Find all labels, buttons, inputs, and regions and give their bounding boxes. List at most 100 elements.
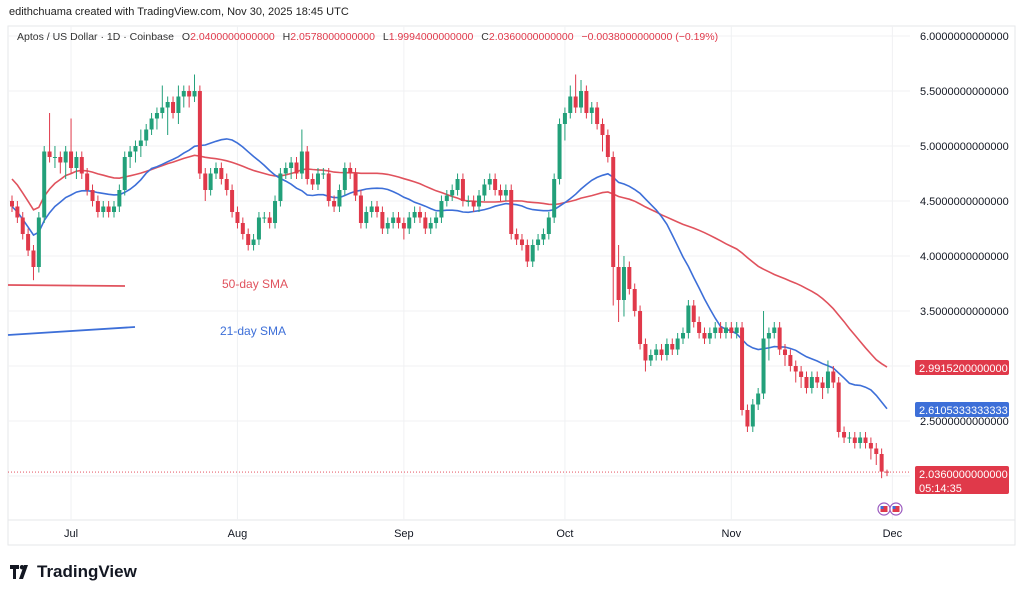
- candle-body: [219, 168, 224, 179]
- tradingview-logo[interactable]: TradingView: [10, 562, 137, 582]
- change-value: −0.0038000000000 (−0.19%): [581, 31, 719, 43]
- candle-body: [621, 267, 626, 300]
- candle-body: [815, 377, 820, 383]
- candle-body: [197, 91, 202, 174]
- sma21-annotation: 21-day SMA: [220, 324, 287, 338]
- candle-body: [133, 146, 138, 152]
- candle-body: [627, 267, 632, 289]
- candle-body: [638, 311, 643, 344]
- candle-body: [391, 217, 396, 223]
- candle-body: [251, 239, 256, 245]
- candle-body: [557, 124, 562, 179]
- candle-body: [385, 223, 390, 229]
- candle-body: [766, 333, 771, 339]
- sma21-price-tag-text: 2.6105333333333: [919, 405, 1008, 417]
- candle-body: [799, 371, 804, 377]
- candle-body: [117, 190, 122, 207]
- candle-body: [181, 91, 186, 97]
- candle-body: [809, 377, 814, 388]
- candle-body: [750, 404, 755, 427]
- candle-body: [337, 190, 342, 207]
- candle-body: [858, 437, 863, 443]
- candle-body: [90, 190, 95, 201]
- candle-body: [26, 234, 31, 251]
- candle-body: [643, 344, 648, 361]
- candle-body: [294, 162, 299, 174]
- candle-body: [541, 234, 546, 240]
- candle-body: [546, 217, 551, 234]
- candle-body: [58, 157, 63, 163]
- candle-body: [595, 107, 600, 124]
- candle-body: [761, 338, 766, 394]
- candle-body: [85, 173, 90, 190]
- sma50-line: [11, 154, 888, 368]
- candle-body: [713, 327, 718, 333]
- sma50-annotation-line: [7, 284, 126, 287]
- candle-body: [820, 382, 825, 388]
- candle-body: [332, 201, 337, 207]
- candle-body: [788, 355, 793, 366]
- candle-body: [321, 173, 326, 175]
- chart-credit: edithchuama created with TradingView.com…: [9, 6, 349, 18]
- candle-body: [562, 113, 567, 124]
- tradingview-logo-icon: [10, 565, 28, 579]
- candle-body: [675, 338, 680, 350]
- candle-body: [401, 223, 406, 229]
- candle-body: [525, 245, 530, 262]
- tradingview-logo-text: TradingView: [37, 562, 137, 581]
- candle-body: [681, 333, 686, 339]
- candle-body: [482, 184, 487, 196]
- candle-body: [31, 250, 36, 267]
- candle-body: [375, 206, 380, 212]
- price-tick-label: 3.5000000000000: [920, 306, 1009, 318]
- last-price-tag-text: 05:14:35: [919, 483, 962, 495]
- candle-body: [342, 168, 347, 190]
- candle-body: [63, 151, 68, 163]
- symbol-name: Aptos / US Dollar · 1D · Coinbase: [17, 31, 174, 43]
- candle-body: [879, 454, 884, 472]
- sma50-price-tag-bg: [915, 360, 1009, 375]
- candle-body: [36, 217, 41, 267]
- candle-body: [616, 267, 621, 300]
- candle-body: [289, 162, 294, 168]
- sma50-annotation: 50-day SMA: [222, 277, 289, 291]
- symbol-legend: Aptos / US Dollar · 1D · Coinbase O2.040…: [17, 31, 718, 43]
- candle-body: [493, 179, 498, 190]
- candle-body: [471, 201, 476, 207]
- candle-body: [224, 179, 229, 190]
- candle-body: [659, 349, 664, 355]
- price-tick-label: 4.0000000000000: [920, 251, 1009, 263]
- candle-body: [589, 107, 594, 113]
- open-label: O: [181, 31, 191, 43]
- candle-body: [396, 217, 401, 223]
- high-label: H: [282, 31, 291, 43]
- candle-body: [654, 349, 659, 355]
- last-price-tag-text: 2.0360000000000: [919, 469, 1008, 481]
- candle-body: [702, 333, 707, 339]
- candle-body: [326, 173, 331, 201]
- sma50-price-tag-text: 2.9915200000000: [919, 363, 1008, 375]
- sma21-price-tag-bg: [915, 402, 1009, 417]
- candle-body: [573, 96, 578, 108]
- price-tick-label: 4.5000000000000: [920, 196, 1009, 208]
- candle-body: [847, 437, 852, 439]
- candle-body: [530, 245, 535, 262]
- candle-body: [852, 437, 857, 443]
- candle-body: [584, 91, 589, 113]
- time-tick-label: Sep: [394, 528, 414, 540]
- time-tick-label: Dec: [883, 528, 903, 540]
- candle-body: [503, 190, 508, 196]
- candle-body: [444, 195, 449, 201]
- candle-body: [203, 173, 208, 190]
- candle-body: [369, 206, 374, 212]
- candle-body: [740, 327, 745, 410]
- candle-body: [536, 239, 541, 245]
- price-tick-label: 5.0000000000000: [920, 141, 1009, 153]
- candle-body: [455, 179, 460, 190]
- price-tick-label: 2.5000000000000: [920, 416, 1009, 428]
- sma21-line: [11, 138, 888, 410]
- candle-body: [230, 190, 235, 212]
- candle-body: [138, 140, 143, 146]
- low-value: 1.9994000000000: [388, 31, 474, 43]
